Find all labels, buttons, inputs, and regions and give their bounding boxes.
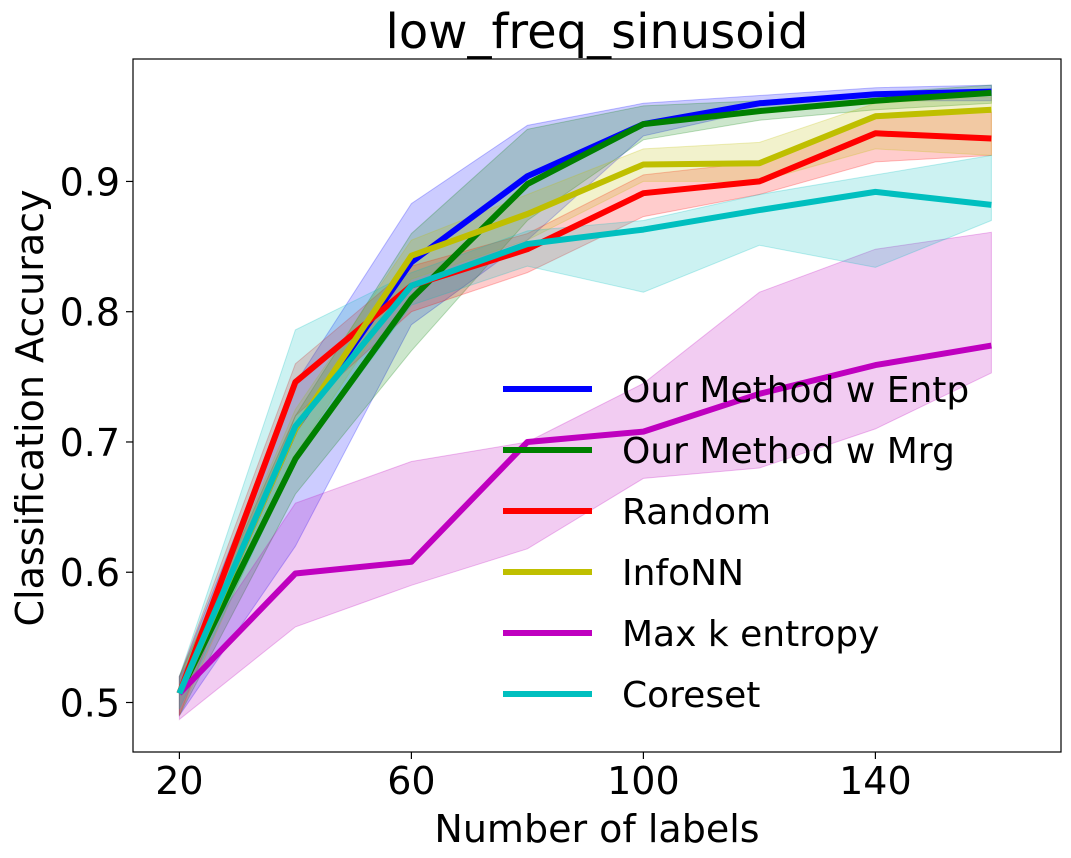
- confidence-band-1: [178, 84, 992, 716]
- series-line-4: [177, 342, 992, 696]
- chart-title: low_freq_sinusoid: [386, 4, 809, 60]
- x-axis-ticks: 20 60 100 140: [155, 752, 912, 803]
- legend-label-1: Our Method w Mrg: [622, 431, 955, 472]
- series-lines: [176, 88, 992, 696]
- plot-frame: [132, 58, 1062, 753]
- y-tick-label: 0.7: [60, 421, 120, 465]
- legend-label-2: Random: [622, 492, 771, 533]
- x-tick-label: 140: [839, 759, 912, 803]
- y-tick-label: 0.8: [60, 291, 120, 335]
- legend: Our Method w Entp Our Method w Mrg Random I…: [503, 370, 969, 716]
- series-line-1: [176, 89, 992, 695]
- confidence-band-4: [178, 231, 992, 721]
- y-axis-label: Classification Accuracy: [8, 190, 52, 627]
- y-tick-label: 0.6: [60, 551, 120, 595]
- series-line-5: [176, 188, 992, 695]
- x-tick-label: 20: [155, 759, 203, 803]
- legend-label-5: Coreset: [622, 675, 760, 716]
- x-axis-label: Number of labels: [434, 807, 759, 851]
- confidence-band-3: [178, 96, 992, 716]
- x-tick-label: 100: [607, 759, 680, 803]
- x-tick-label: 60: [387, 759, 435, 803]
- legend-label-0: Our Method w Entp: [622, 370, 969, 411]
- legend-label-3: InfoNN: [622, 553, 744, 594]
- y-tick-label: 0.9: [60, 160, 120, 204]
- confidence-band-2: [178, 111, 992, 716]
- series-line-2: [176, 130, 992, 695]
- y-axis-ticks: 0.5 0.6 0.7 0.8 0.9: [60, 160, 133, 726]
- y-tick-label: 0.5: [60, 682, 120, 726]
- legend-label-4: Max k entropy: [622, 614, 879, 655]
- confidence-band-0: [178, 84, 992, 718]
